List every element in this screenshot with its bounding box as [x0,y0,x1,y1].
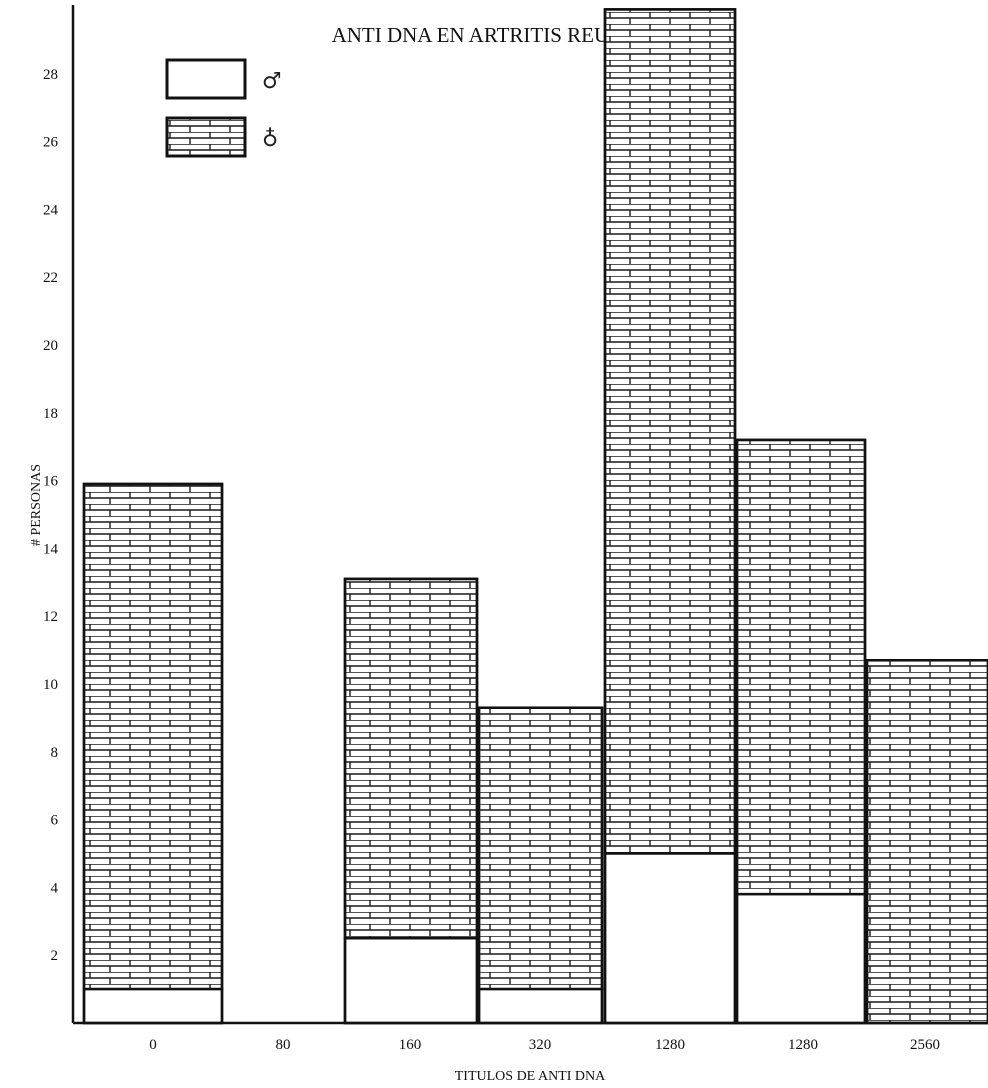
y-tick-label: 4 [51,880,59,896]
y-tick-label: 10 [43,677,58,693]
x-tick-label: 0 [149,1037,157,1053]
y-tick-label: 26 [43,135,59,151]
x-tick-label: 1280 [788,1037,818,1053]
bar-outline [735,438,867,1025]
legend-swatch-male [165,58,247,100]
y-axis-label: # PERSONAS [29,464,44,546]
bar-outline [82,482,224,1025]
y-tick-label: 2 [51,948,59,964]
bar-segment-female [735,438,867,896]
y-tick-label: 28 [43,67,58,83]
x-tick-label: 2560 [910,1037,940,1053]
bar-segment-female [603,8,737,855]
bars [82,8,988,1025]
x-tick-label: 320 [529,1037,552,1053]
x-ticks: 0 80 160 320 1280 1280 2560 [149,1037,940,1053]
bar-segment-male [735,892,867,1025]
bar-segment-female [82,482,224,991]
bar-outline [343,577,479,1025]
bar-segment-female [477,706,604,991]
bar-segment-female [343,577,479,940]
y-tick-label: 18 [43,406,58,422]
x-axis-label: TITULOS DE ANTI DNA [455,1069,606,1084]
legend-swatch-female [165,116,247,158]
y-tick-label: 14 [43,541,59,557]
bar-segment-female [865,659,988,1025]
legend-label-female: ♁ [262,127,278,152]
y-tick-label: 22 [43,270,58,286]
legend-label-male: ♂ [262,69,282,94]
x-tick-label: 1280 [655,1037,685,1053]
y-tick-label: 20 [43,338,58,354]
x-tick-label: 80 [276,1037,291,1053]
y-tick-label: 6 [51,813,59,829]
bar-segment-male [82,987,224,1025]
x-tick-label: 160 [399,1037,422,1053]
bar-outline [865,659,988,1025]
bar-outline [603,8,737,1025]
y-tick-label: 16 [43,474,59,490]
y-tick-label: 12 [43,609,58,625]
y-tick-label: 24 [43,202,59,218]
bar-segment-male [603,852,737,1025]
bar-segment-male [343,937,479,1025]
y-tick-label: 8 [51,745,59,761]
legend: ♂ ♁ [165,58,282,158]
bar-segment-male [477,987,604,1025]
bar-outline [477,706,604,1025]
